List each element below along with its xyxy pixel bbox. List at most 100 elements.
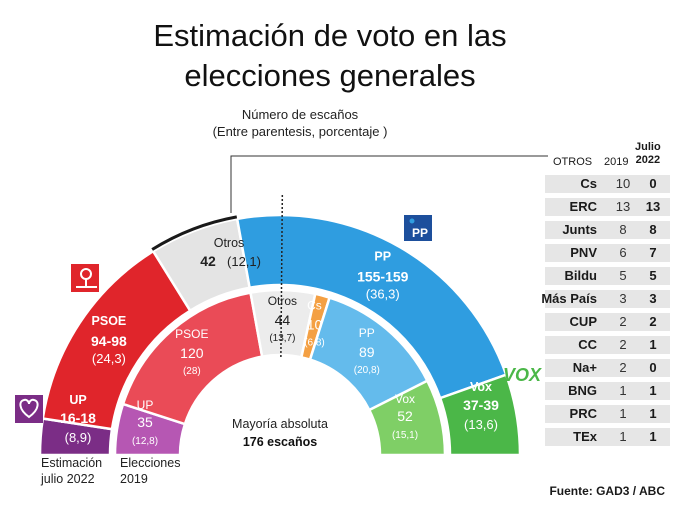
subtitle-line-1: Número de escaños [241,107,359,122]
row-julio-2022: 1 [649,337,657,352]
up-logo-bg [15,395,43,423]
row-name: Bildu [564,268,598,283]
pp-logo-bg [404,215,432,241]
source-credit: Fuente: GAD3 / ABC [549,484,665,498]
outer-label-pct: (8,9) [65,430,92,445]
table-row: BNG 1 1 [545,382,670,400]
row-2019: 1 [619,383,627,398]
outer-label-pct: (24,3) [92,351,126,366]
row-julio-2022: 7 [649,245,657,260]
inner-label-seats: 35 [137,414,153,430]
inner-label-pct: (12,8) [132,436,158,447]
inner-label-party: PSOE [175,327,208,341]
outer-label-seats: 37-39 [463,397,499,413]
inner-label-party: Otros [268,294,297,308]
inner-label-seats: 89 [359,344,375,360]
inner-caption-line-2: 2019 [120,472,148,486]
majority-label: Mayoría absoluta [232,417,328,431]
inner-label-seats: 44 [275,312,291,328]
title-line-2: elecciones generales [184,58,476,93]
table-row: CUP 2 2 [545,313,670,331]
outer-label-seats: 94-98 [91,333,127,349]
row-name: TEx [573,429,597,444]
row-name: CUP [569,314,597,329]
outer-label-party: Vox [470,380,492,394]
row-name: PNV [570,245,597,260]
title-line-1: Estimación de voto en las [153,18,507,53]
up-logo [15,395,43,423]
table-row: CC 2 1 [545,336,670,354]
inner-label-pct: (6,8) [304,338,325,349]
row-julio-2022: 1 [649,383,657,398]
row-name: BNG [568,383,597,398]
table-row: Bildu 5 5 [545,267,670,285]
row-name: ERC [569,199,597,214]
inner-label-party: Cs [307,299,322,313]
table-row: ERC 13 13 [545,198,670,216]
row-name: Cs [580,176,597,191]
outer-label-party: UP [69,393,86,407]
chart-title: Estimación de voto en las elecciones gen… [95,16,565,96]
inner-label-seats: 10 [307,317,323,333]
otros-table-header: OTROS 2019 Julio 2022 [545,141,670,175]
row-name: Junts [562,222,597,237]
row-name: CC [578,337,597,352]
row-2019: 10 [615,176,631,191]
row-julio-2022: 1 [649,406,657,421]
chart-subtitle: Número de escaños (Entre parentesis, por… [160,106,440,140]
inner-segment-vox [367,379,447,457]
inner-label-pct: (15,1) [392,430,418,441]
table-row: Na+ 2 0 [545,359,670,377]
heart-icon [19,398,39,419]
outer-label-seats: 155-159 [357,269,409,285]
outer-label-party: Otros [214,236,245,250]
outer-ring-caption: Estimación julio 2022 [41,455,102,487]
header-julio: Julio 2022 [635,141,661,167]
table-row: Junts 8 8 [545,221,670,239]
subtitle-line-2: (Entre parentesis, porcentaje ) [212,124,388,139]
inner-label-seats: 120 [180,345,204,361]
inner-label-pct: (13,7) [269,333,295,344]
table-row: PNV 6 7 [545,244,670,262]
row-2019: 5 [619,268,627,283]
table-row: Más País 3 3 [541,290,670,308]
row-2019: 2 [619,314,627,329]
psoe-logo [71,264,99,292]
inner-label-pct: (20,8) [354,365,380,376]
inner-ring-caption: Elecciones 2019 [120,455,180,487]
header-julio-line-2: 2022 [635,154,661,166]
row-2019: 1 [619,406,627,421]
header-julio-line-1: Julio [635,141,661,153]
inner-label-pct: (28) [183,366,201,377]
table-row: Cs 10 0 [545,175,670,193]
outer-segment-vox [438,373,522,457]
inner-label-party: Vox [395,392,415,406]
table-row: PRC 1 1 [545,405,670,423]
inner-ring [113,288,447,457]
row-julio-2022: 3 [649,291,657,306]
chart-labels: UP 16-18 (8,9) PSOE 94-98 (24,3) Otros 42 (12,1)… [60,236,499,449]
outer-label-pct: (36,3) [366,287,400,302]
gull-icon [409,218,415,224]
inner-label-seats: 52 [397,408,413,424]
row-julio-2022: 5 [649,268,657,283]
otros-accent-arc [151,215,238,251]
chart-decor: PP VOX [15,155,548,423]
outer-ring [38,213,522,457]
row-name: PRC [569,406,597,421]
header-otros: OTROS [553,156,593,168]
row-2019: 2 [619,337,627,352]
outer-label-pct: (13,6) [464,417,498,432]
row-2019: 1 [619,429,627,444]
row-julio-2022: 1 [649,429,657,444]
table-row: TEx 1 1 [545,428,670,446]
row-julio-2022: 0 [649,360,657,375]
row-julio-2022: 8 [649,222,657,237]
outer-label-seats: 42 [200,253,216,269]
row-name: Na+ [572,360,597,375]
row-julio-2022: 13 [645,199,661,214]
inner-caption-line-1: Elecciones [120,456,181,470]
header-2019: 2019 [604,156,629,168]
outer-caption-line-1: Estimación [41,456,103,470]
